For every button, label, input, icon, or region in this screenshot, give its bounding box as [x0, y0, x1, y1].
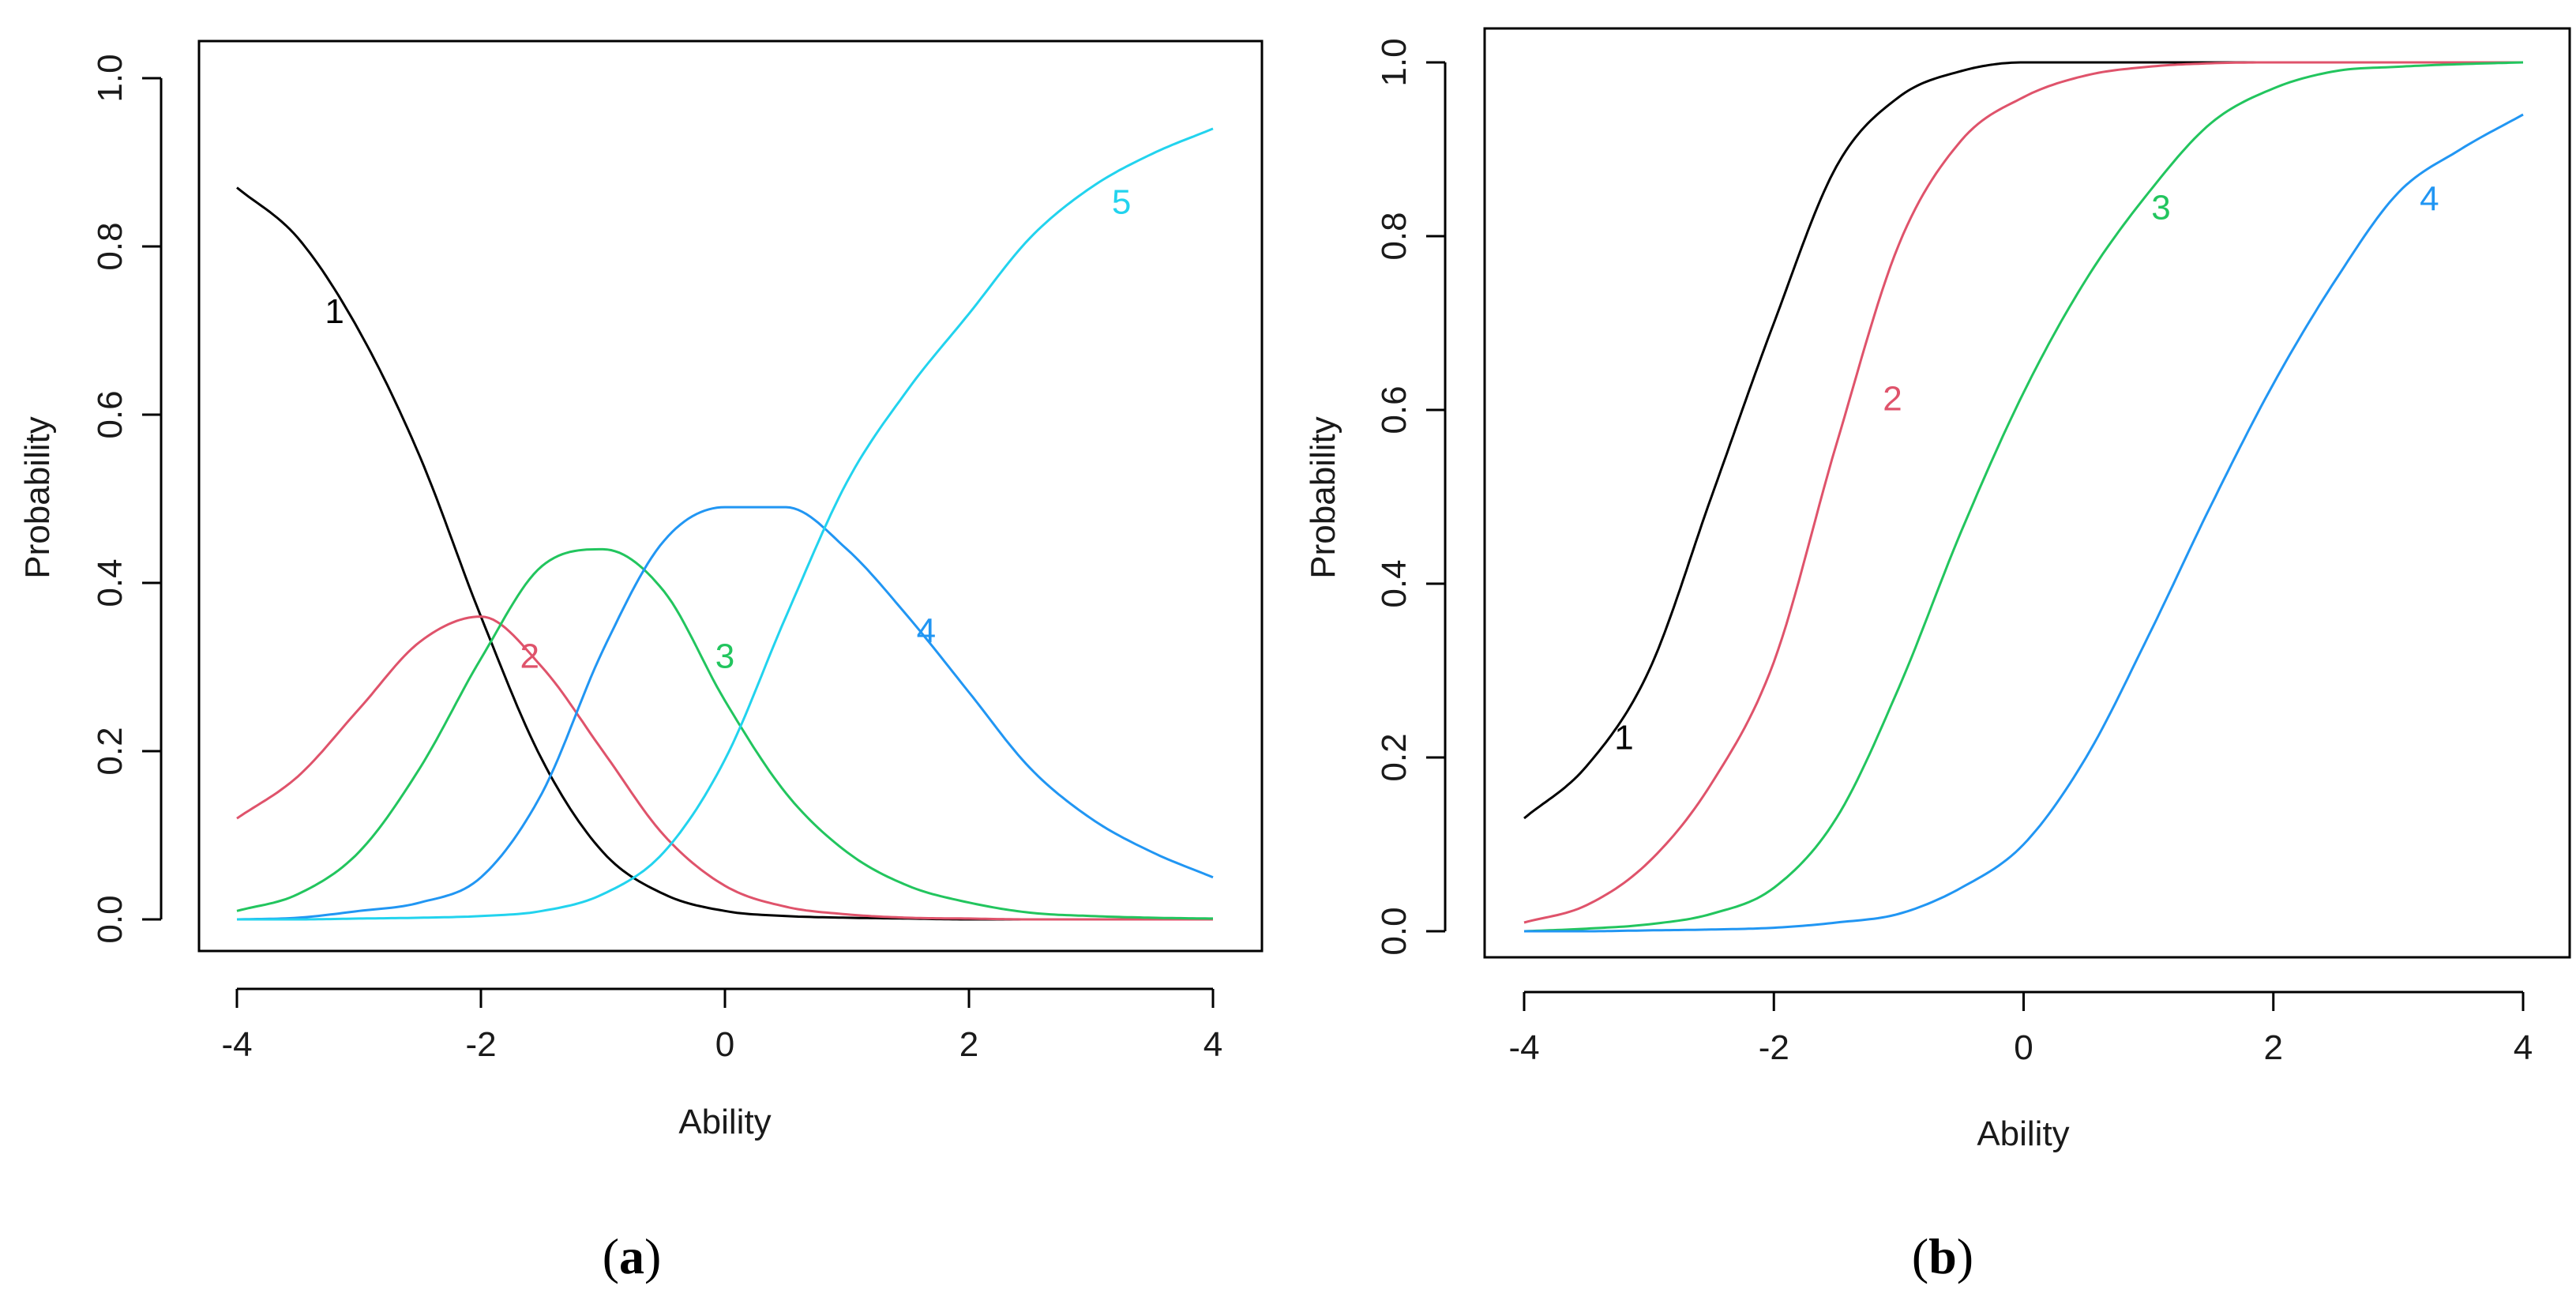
panel-b-curve-2	[1523, 61, 2523, 924]
panel-b-curve-1	[1523, 61, 2274, 820]
panel-b-y-tick-label: 0.2	[1375, 733, 1414, 781]
panel-a-y-tick-label: 0.0	[91, 895, 130, 943]
panel-a-x-tick-label: 0	[715, 1025, 734, 1064]
panel-b-y-tick-label: 0.0	[1375, 907, 1414, 955]
panel-a-curves	[236, 127, 1214, 921]
panel-a-y-tick-label: 0.2	[91, 727, 130, 775]
panel-b-curve-label-3: 3	[2151, 189, 2170, 227]
panel-b-y-axis-label: Probability	[1304, 416, 1342, 578]
panel-b-curve-3	[1523, 61, 2524, 933]
panel-a-y-tick-label: 0.4	[91, 558, 130, 607]
panel-b-y-tick-label: 1.0	[1375, 38, 1414, 86]
panel-b-x-tick-label: 4	[2514, 1028, 2533, 1067]
panel-b-curve-label-2: 2	[1883, 380, 1902, 419]
panel-a-curve-5	[237, 127, 1214, 921]
panel-a-y-ticks: 0.0 0.2 0.4 0.6 0.8 1.0	[91, 54, 161, 944]
panel-a-curve-label-2: 2	[520, 637, 539, 675]
panel-b-x-ticks: -4 -2 0 2 4	[1508, 992, 2533, 1067]
panel-a-curve-label-5: 5	[1112, 182, 1131, 221]
panel-a-curve-label-3: 3	[715, 637, 734, 675]
panel-b-y-ticks: 0.0 0.2 0.4 0.6 0.8 1.0	[1375, 38, 1445, 956]
panel-b: -4 -2 0 2 4 0.00.20.40.60.81.0 123 4 Ability …	[1304, 27, 2571, 1284]
panel-b-y-tick-label: 0.6	[1375, 385, 1414, 434]
panel-b-y-tick-label: 0.8	[1375, 212, 1414, 260]
panel-b-x-tick-label: -4	[1508, 1028, 1539, 1067]
panel-a-curve-label-4: 4	[917, 612, 936, 651]
panel-a-y-tick-label: 0.6	[91, 390, 130, 438]
panel-a-caption: (a)	[603, 1228, 662, 1284]
panel-b-caption: (b)	[1912, 1228, 1973, 1284]
panel-a-curve-2	[236, 615, 1213, 921]
panel-b-x-tick-label: 0	[2014, 1028, 2033, 1067]
panel-a-plot-frame	[197, 39, 1264, 953]
panel-a-x-axis-label: Ability	[678, 1103, 771, 1141]
panel-b-curve-label-1: 1	[1614, 719, 1633, 757]
panel-a-x-ticks: -4 -2 0 2 4	[221, 989, 1222, 1064]
panel-a-x-tick-label: 2	[959, 1025, 978, 1064]
panel-a-curve-labels: 1 2 3 4 5	[325, 182, 1131, 675]
panel-b-curves	[1523, 61, 2524, 933]
panel-a-curve-3	[236, 547, 1213, 920]
panel-a-x-tick-label: -4	[221, 1025, 252, 1064]
panel-b-plot-frame	[1483, 27, 2571, 959]
panel-a: -4 -2 0 2 4 0.0 0.2 0.4 0.6 0.8 1.0 1 2 3 4 5 Ability…	[18, 39, 1264, 1284]
panel-a-x-tick-label: 4	[1204, 1025, 1222, 1064]
panel-b-curve-labels: 1 2 3 4	[1614, 180, 2439, 757]
panel-a-y-axis-label: Probability	[18, 416, 57, 578]
panel-a-y-tick-label: 1.0	[91, 54, 130, 102]
panel-a-curve-1	[236, 186, 1213, 921]
panel-b-x-axis-label: Ability	[1977, 1114, 2069, 1153]
panel-a-curve-label-1: 1	[325, 292, 344, 331]
panel-b-curve-label-4: 4	[2420, 180, 2439, 219]
panel-b-y-tick-label: 0.4	[1375, 559, 1414, 607]
panel-a-x-tick-label: -2	[465, 1025, 496, 1064]
panel-b-x-tick-label: -2	[1759, 1028, 1789, 1067]
panel-a-curve-4	[236, 506, 1214, 921]
panel-b-curve-4	[1524, 113, 2524, 933]
panel-b-x-tick-label: 2	[2264, 1028, 2283, 1067]
panel-a-y-tick-label: 0.8	[91, 222, 130, 270]
